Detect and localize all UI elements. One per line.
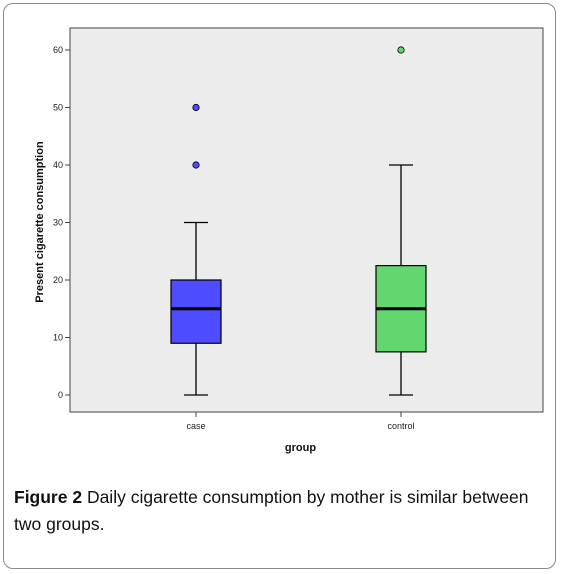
y-tick-label: 30 (53, 218, 63, 228)
outlier-point (192, 161, 200, 169)
outlier-point (397, 46, 405, 54)
y-axis: 0 10 20 30 40 50 60 (53, 45, 70, 400)
y-tick-label: 60 (53, 45, 63, 55)
y-tick-label: 10 (53, 333, 63, 343)
boxplot-chart: 0 10 20 30 40 50 60 case control Present cigare… (34, 27, 544, 454)
box-control (375, 46, 427, 396)
y-tick-label: 50 (53, 103, 63, 113)
figure-caption: Figure 2 Daily cigarette consumption by … (14, 484, 544, 538)
x-axis-label: group (285, 442, 316, 454)
y-tick-label: 0 (58, 390, 63, 400)
caption-text: Daily cigarette consumption by mother is… (14, 487, 529, 534)
y-tick-label: 20 (53, 275, 63, 285)
caption-label: Figure 2 (14, 487, 83, 507)
x-axis: case control (186, 412, 415, 431)
x-tick-label: case (186, 421, 205, 431)
outlier-point (192, 103, 200, 112)
boxes-layer (170, 46, 427, 396)
y-tick-label: 40 (53, 160, 63, 170)
iqr-box (170, 279, 222, 344)
plot-area (69, 27, 544, 413)
x-tick-label: control (387, 421, 414, 431)
box-case (170, 103, 222, 396)
y-axis-label: Present cigarette consumption (34, 141, 46, 303)
